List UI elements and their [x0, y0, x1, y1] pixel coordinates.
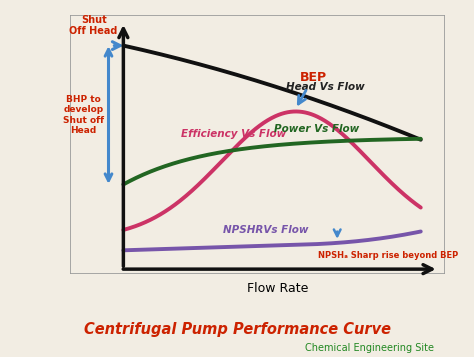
Text: Centrifugal Pump Performance Curve: Centrifugal Pump Performance Curve: [83, 322, 391, 337]
Text: BHP to
develop
Shut off
Head: BHP to develop Shut off Head: [63, 95, 104, 135]
Text: NPSHRVs Flow: NPSHRVs Flow: [223, 225, 309, 235]
Bar: [70, 15, 445, 274]
Text: Chemical Engineering Site: Chemical Engineering Site: [305, 343, 434, 353]
Text: NPSHₐ Sharp rise beyond BEP: NPSHₐ Sharp rise beyond BEP: [318, 251, 458, 260]
Text: Power Vs Flow: Power Vs Flow: [274, 124, 359, 134]
Text: Efficiency Vs Flow: Efficiency Vs Flow: [181, 129, 286, 139]
Text: BEP: BEP: [300, 71, 327, 84]
Text: Shut
Off Head: Shut Off Head: [70, 15, 118, 36]
Text: Head Vs Flow: Head Vs Flow: [286, 82, 365, 92]
Text: Flow Rate: Flow Rate: [247, 282, 309, 295]
